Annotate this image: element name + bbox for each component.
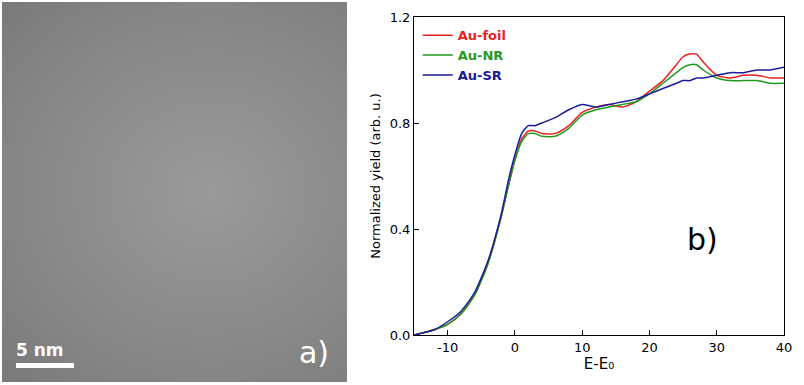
svg-text:1.2: 1.2 [390, 10, 411, 25]
svg-text:b): b) [687, 222, 718, 257]
svg-text:40: 40 [776, 340, 793, 355]
svg-text:-10: -10 [437, 340, 458, 355]
svg-text:0.8: 0.8 [390, 116, 411, 131]
svg-text:Au-SR: Au-SR [458, 68, 502, 83]
html-text:a): a) [298, 335, 329, 370]
svg-text:0: 0 [511, 340, 519, 355]
svg-text:Au-NR: Au-NR [458, 48, 504, 63]
svg-text:0.4: 0.4 [390, 222, 411, 237]
svg-text:Au-foil: Au-foil [458, 28, 506, 43]
svg-text:10: 10 [574, 340, 591, 355]
svg-text:Normalized yield (arb. u.): Normalized yield (arb. u.) [368, 93, 383, 259]
svg-text:0.0: 0.0 [390, 328, 411, 343]
svg-text:30: 30 [708, 340, 725, 355]
html-text:5 nm: 5 nm [16, 340, 64, 360]
svg-text:E-E₀: E-E₀ [584, 355, 614, 373]
svg-text:20: 20 [641, 340, 658, 355]
